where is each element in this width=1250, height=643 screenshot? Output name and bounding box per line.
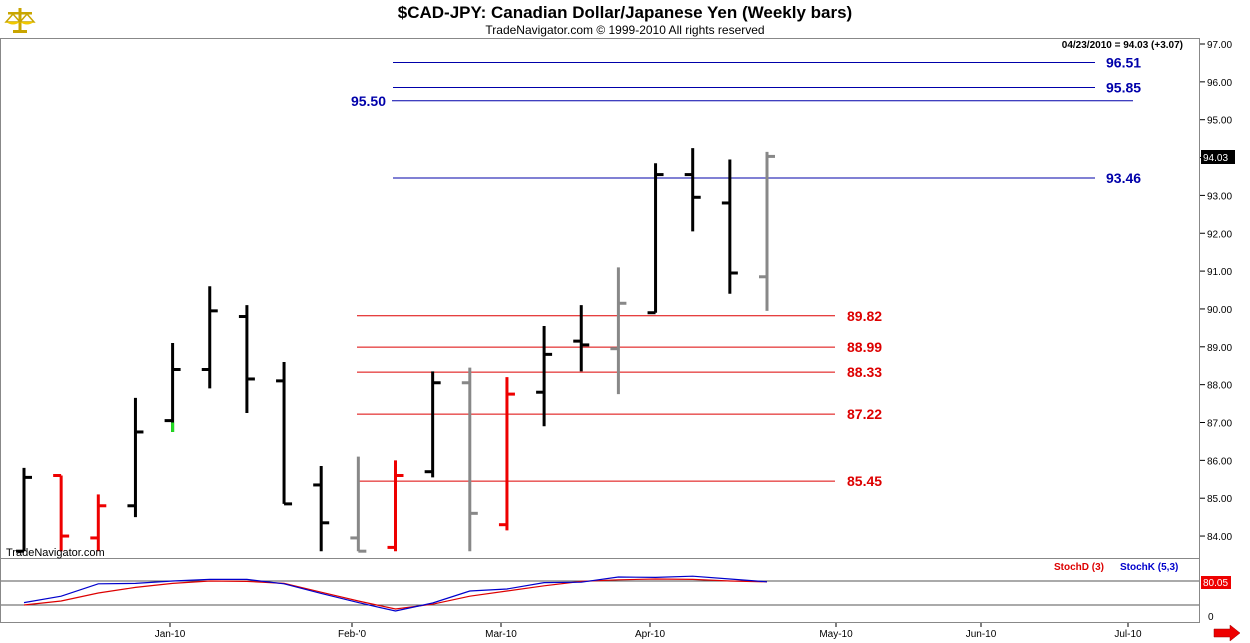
ohlc-bar <box>164 343 181 432</box>
ohlc-bar <box>276 361 293 506</box>
y-tick-label: 86.00 <box>1207 456 1232 467</box>
ohlc-bar <box>127 397 144 518</box>
y-tick-label: 92.00 <box>1207 229 1232 240</box>
level-label: 88.99 <box>847 339 882 355</box>
x-tick-label: Feb-'0 <box>338 629 366 640</box>
chart-subtitle: TradeNavigator.com © 1999-2010 All right… <box>485 23 765 37</box>
ohlc-bar <box>684 148 701 232</box>
level-label: 88.33 <box>847 364 882 380</box>
stochastic-pane <box>1 575 1199 612</box>
price-levels: 96.51 95.85 95.50 93.46 89.82 88.99 88.33 87.22… <box>351 55 1141 490</box>
x-tick-label: Jan-10 <box>155 629 186 640</box>
chart-title: $CAD-JPY: Canadian Dollar/Japanese Yen (… <box>397 3 853 22</box>
stoch-last-label: 80.05 <box>1203 578 1228 589</box>
y-tick-label: 97.00 <box>1207 40 1232 51</box>
trade-navigator-scale-icon <box>4 8 36 33</box>
stoch-k-legend: StochK (5,3) <box>1120 562 1178 573</box>
x-tick-label: Mar-10 <box>485 629 517 640</box>
y-tick-label: 87.00 <box>1207 419 1232 430</box>
ohlc-bar <box>53 473 70 552</box>
y-tick-label: 88.00 <box>1207 381 1232 392</box>
x-tick-label: Jul-10 <box>1114 629 1142 640</box>
level-label: 93.46 <box>1106 170 1141 186</box>
x-tick-label: May-10 <box>819 629 853 640</box>
ohlc-bar <box>90 494 107 552</box>
ohlc-bar <box>573 305 590 372</box>
y-tick-label: 96.00 <box>1207 78 1232 89</box>
ohlc-bar <box>498 377 515 531</box>
ohlc-bar <box>536 325 553 427</box>
stoch-d-legend: StochD (3) <box>1054 562 1104 573</box>
ohlc-bar <box>424 371 441 478</box>
y-tick-label: 95.00 <box>1207 116 1232 127</box>
x-tick-label: Apr-10 <box>635 629 665 640</box>
level-label: 95.85 <box>1106 80 1141 96</box>
ohlc-bar <box>387 460 404 552</box>
ohlc-bar <box>610 267 627 395</box>
stoch-axis-zero: 0 <box>1208 612 1214 623</box>
last-price-label: 94.03 <box>1203 153 1228 164</box>
price-pane-border <box>0 38 1200 559</box>
stoch-last-badge <box>1201 576 1231 589</box>
watermark: TradeNavigator.com <box>6 547 105 559</box>
ohlc-bar <box>647 163 664 315</box>
y-tick-label: 84.00 <box>1207 532 1232 543</box>
ohlc-bar <box>721 159 738 294</box>
ohlc-bar <box>350 456 367 553</box>
chart-header: $CAD-JPY: Canadian Dollar/Japanese Yen (… <box>0 0 1250 38</box>
x-tick-label: Jun-10 <box>966 629 997 640</box>
level-label: 89.82 <box>847 308 882 324</box>
price-bars <box>16 148 775 553</box>
ohlc-bar <box>313 466 330 552</box>
y-tick-label: 93.00 <box>1207 191 1232 202</box>
level-label: 85.45 <box>847 473 882 489</box>
y-tick-label: 91.00 <box>1207 267 1232 278</box>
level-label: 96.51 <box>1106 55 1141 71</box>
stochastic-pane-border <box>0 558 1200 623</box>
last-price-badge <box>1201 150 1235 164</box>
time-axis: Jan-10 Feb-'0 Mar-10 Apr-10 May-10 Jun-10 Jul-… <box>155 623 1142 640</box>
ohlc-bar <box>461 367 478 552</box>
ohlc-bar <box>238 305 255 414</box>
ohlc-bar <box>759 151 775 311</box>
scroll-right-arrow-icon[interactable] <box>1213 624 1241 642</box>
y-tick-label: 90.00 <box>1207 305 1232 316</box>
ohlc-bar <box>16 467 32 553</box>
price-axis: 97.0096.0095.0094.0093.0092.0091.0090.00… <box>1200 40 1232 543</box>
stoch-d-line <box>23 578 768 610</box>
level-label: 87.22 <box>847 406 882 422</box>
level-label: 95.50 <box>351 93 386 109</box>
y-tick-label: 89.00 <box>1207 343 1232 354</box>
y-tick-label: 85.00 <box>1207 494 1232 505</box>
status-text: 04/23/2010 = 94.03 (+3.07) <box>1062 40 1183 51</box>
ohlc-bar <box>201 286 218 389</box>
stoch-k-line <box>23 575 768 612</box>
